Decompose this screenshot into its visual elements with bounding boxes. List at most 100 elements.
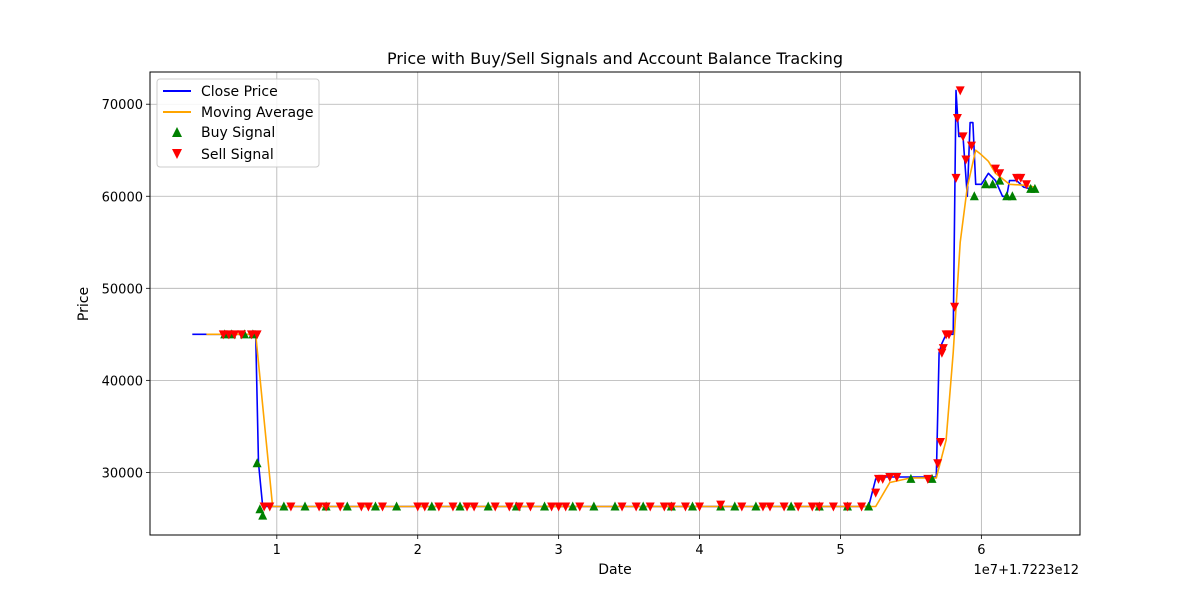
sell-signal-marker <box>554 502 564 512</box>
sell-signal-marker <box>779 502 789 512</box>
legend-buy-label: Buy Signal <box>201 125 275 141</box>
buy-signal-marker <box>258 510 268 520</box>
sell-signal-marker <box>265 502 275 512</box>
buy-signal-marker <box>1002 191 1012 201</box>
sell-signal-marker <box>1021 180 1031 190</box>
sell-signal-marker <box>961 155 971 165</box>
buy-signal-marker <box>300 501 310 511</box>
chart-title: Price with Buy/Sell Signals and Account … <box>387 49 843 68</box>
sell-signal-marker <box>958 132 968 142</box>
sell-signal-marker <box>955 86 965 96</box>
sell-signal-marker <box>990 164 1000 174</box>
sell-signal-marker <box>525 502 535 512</box>
legend-sell-label: Sell Signal <box>201 147 274 163</box>
buy-signal-marker <box>252 458 262 468</box>
sell-signal-marker <box>617 502 627 512</box>
sell-signal-marker <box>547 502 557 512</box>
sell-signal-marker <box>224 330 234 340</box>
sell-signal-marker <box>952 114 962 124</box>
sell-signal-marker <box>857 502 867 512</box>
buy-signal-marker <box>342 501 352 511</box>
sell-signal-marker <box>230 330 240 340</box>
sell-signal-marker <box>504 502 514 512</box>
sell-signal-marker <box>950 302 960 312</box>
sell-signal-marker <box>378 502 387 512</box>
sell-signal-marker <box>434 502 444 512</box>
sell-signal-marker <box>462 502 472 512</box>
x-tick-label: 2 <box>414 543 422 558</box>
y-axis-label: Price <box>76 287 92 321</box>
sell-signal-marker <box>843 502 852 512</box>
buy-signal-marker <box>1030 183 1040 193</box>
sell-signal-marker <box>314 502 324 512</box>
sell-signal-marker <box>561 502 571 512</box>
sell-signal-marker <box>944 330 954 340</box>
legend-buy-marker <box>172 127 182 137</box>
legend-close-label: Close Price <box>201 84 278 100</box>
sell-signal-marker <box>807 502 817 512</box>
sell-signal-marker <box>413 502 423 512</box>
buy-signal-marker <box>392 501 402 511</box>
legend-box <box>156 78 320 168</box>
sell-signal-marker <box>237 330 247 340</box>
sell-signal-marker <box>951 173 961 183</box>
sell-signal-marker <box>321 502 331 512</box>
sell-signal-marker <box>514 502 524 512</box>
buy-signal-marker <box>638 501 648 511</box>
sell-signal-marker <box>814 502 824 512</box>
x-tick-label: 4 <box>695 543 703 558</box>
x-tick-label: 3 <box>554 543 562 558</box>
buy-signal-marker <box>255 504 265 514</box>
x-tick-label: 1 <box>273 543 281 558</box>
y-axis-ticks: 30000 40000 50000 60000 70000 <box>102 98 150 481</box>
sell-signal-marker <box>936 438 945 448</box>
sell-signal-marker <box>885 473 895 483</box>
sell-signal-marker <box>659 502 669 512</box>
sell-signal-marker <box>878 474 888 484</box>
buy-signal-marker <box>279 501 289 511</box>
sell-signal-marker <box>469 502 479 512</box>
buy-signal-marker <box>969 191 979 201</box>
sell-signal-marker <box>892 473 902 483</box>
buy-signal-marker <box>981 179 991 189</box>
y-tick-label: 30000 <box>102 466 143 481</box>
sell-signal-marker <box>363 502 373 512</box>
sell-signal-marker <box>680 502 690 512</box>
y-tick-label: 40000 <box>102 374 143 389</box>
sell-signal-marker <box>716 500 726 510</box>
buy-signal-marker <box>540 501 550 511</box>
sell-signal-marker <box>259 502 269 512</box>
sell-signal-marker <box>758 502 768 512</box>
sell-signal-marker <box>1016 173 1026 183</box>
sell-signal-marker <box>420 502 430 512</box>
y-tick-label: 60000 <box>102 190 143 205</box>
sell-signal-marker <box>252 330 262 340</box>
buy-signal-marker <box>1007 191 1017 201</box>
x-axis-ticks: 1 2 3 4 5 6 <box>273 535 986 558</box>
buy-signal-marker <box>786 501 796 511</box>
signal-markers <box>218 86 1040 520</box>
buy-signal-marker <box>589 501 599 511</box>
sell-signal-marker <box>923 474 933 484</box>
sell-signal-marker <box>631 502 641 512</box>
legend: Close Price Moving Average Buy Signal Se… <box>156 78 320 168</box>
legend-sell-marker <box>172 149 182 159</box>
grid-lines <box>150 72 1080 535</box>
x-axis-label: Date <box>598 562 631 578</box>
x-tick-label: 5 <box>836 543 844 558</box>
sell-signal-marker <box>737 502 747 512</box>
sell-signal-marker <box>967 141 976 151</box>
sell-signal-marker <box>645 502 655 512</box>
y-tick-label: 50000 <box>102 282 143 297</box>
sell-signal-marker <box>335 502 345 512</box>
sell-signal-marker <box>871 488 881 498</box>
sell-signal-marker <box>356 502 366 512</box>
x-axis-offset-label: 1e7+1.7223e12 <box>974 563 1079 578</box>
buy-signal-marker <box>688 501 697 511</box>
sell-signal-marker <box>246 330 256 340</box>
sell-signal-marker <box>490 502 500 512</box>
axes-frame <box>149 71 1081 536</box>
buy-signal-marker <box>906 473 916 483</box>
buy-signal-marker <box>751 501 761 511</box>
